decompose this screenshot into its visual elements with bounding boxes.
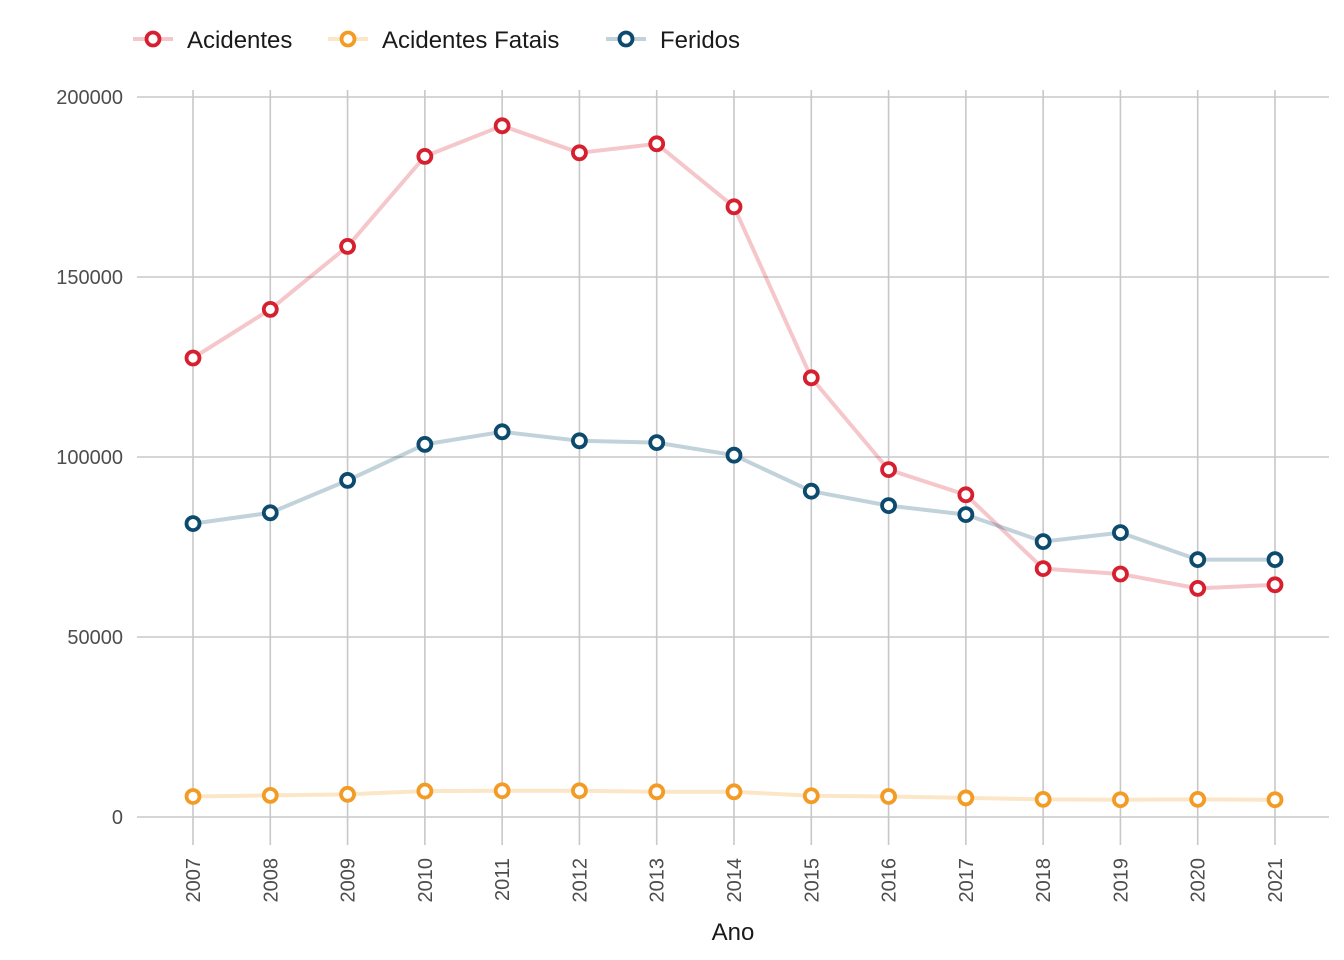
legend-key-point [617, 30, 635, 48]
y-tick-label: 50000 [67, 627, 123, 649]
x-tick-label: 2010 [415, 858, 437, 903]
data-point [802, 369, 820, 387]
legend: Acidentes Acidentes Fatais Feridos [133, 27, 740, 54]
data-point [1112, 565, 1129, 583]
legend-label: Feridos [660, 27, 740, 54]
data-point [880, 788, 897, 805]
data-point [725, 198, 743, 216]
data-point [957, 486, 975, 504]
legend-label: Acidentes [187, 27, 292, 54]
y-axis-tick-labels: 0 50000 100000 150000 200000 [56, 87, 123, 829]
x-tick-label: 2008 [260, 858, 282, 903]
x-tick-label: 2009 [338, 858, 360, 903]
data-point [184, 515, 202, 532]
legend-item: Acidentes [133, 27, 292, 54]
data-point [416, 782, 434, 800]
data-point [1034, 560, 1052, 577]
data-point [648, 783, 666, 801]
data-point [184, 349, 202, 367]
data-point [571, 144, 588, 162]
data-point [1189, 551, 1207, 568]
data-point [648, 135, 666, 153]
data-point [416, 435, 434, 453]
x-tick-label: 2015 [801, 858, 823, 903]
x-tick-label: 2021 [1265, 858, 1287, 903]
data-point [493, 117, 511, 135]
data-point [1189, 790, 1207, 808]
data-point [339, 237, 356, 255]
data-point [261, 300, 279, 318]
data-point [725, 783, 743, 801]
legend-item: Acidentes Fatais [328, 27, 559, 54]
x-tick-label: 2020 [1188, 858, 1210, 903]
x-tick-label: 2014 [724, 858, 746, 903]
x-tick-label: 2016 [879, 858, 901, 903]
data-point [957, 789, 975, 807]
x-axis-title: Ano [712, 919, 755, 946]
data-point [880, 497, 897, 515]
data-point [416, 147, 434, 165]
x-tick-label: 2012 [569, 858, 591, 903]
legend-key-point [144, 30, 162, 48]
data-point [648, 434, 666, 452]
x-tick-label: 2019 [1110, 858, 1132, 903]
data-point [1266, 551, 1284, 568]
data-point [957, 506, 975, 523]
data-point [1112, 791, 1129, 809]
data-point [493, 782, 511, 800]
data-point [571, 782, 588, 800]
data-point [184, 788, 202, 805]
data-point [339, 785, 356, 803]
data-point [1034, 790, 1052, 808]
data-point [1266, 791, 1284, 809]
legend-key-point [339, 30, 357, 48]
data-point [571, 432, 588, 450]
legend-label: Acidentes Fatais [382, 27, 559, 54]
series-points [184, 117, 1284, 809]
x-tick-label: 2007 [183, 858, 205, 903]
data-point [725, 446, 743, 464]
data-point [1189, 580, 1207, 597]
data-point [1034, 533, 1052, 550]
x-axis-tick-labels: 2007 2008 2009 2010 2011 2012 2013 2014 2015 2016… [183, 858, 1287, 903]
data-point [261, 504, 279, 522]
data-point [493, 423, 511, 441]
legend-item: Feridos [606, 27, 740, 54]
data-point [1266, 576, 1284, 594]
y-tick-label: 100000 [56, 447, 123, 469]
data-point [339, 471, 356, 489]
x-tick-label: 2017 [956, 858, 978, 903]
data-point [1112, 524, 1129, 541]
data-point [802, 482, 820, 500]
x-tick-label: 2011 [492, 858, 514, 901]
data-point [880, 461, 897, 479]
y-tick-label: 200000 [56, 87, 123, 109]
x-tick-label: 2013 [647, 858, 669, 903]
y-tick-label: 0 [112, 807, 123, 829]
data-point [802, 787, 820, 805]
x-tick-label: 2018 [1033, 858, 1055, 903]
data-point [261, 787, 279, 804]
y-tick-label: 150000 [56, 267, 123, 289]
